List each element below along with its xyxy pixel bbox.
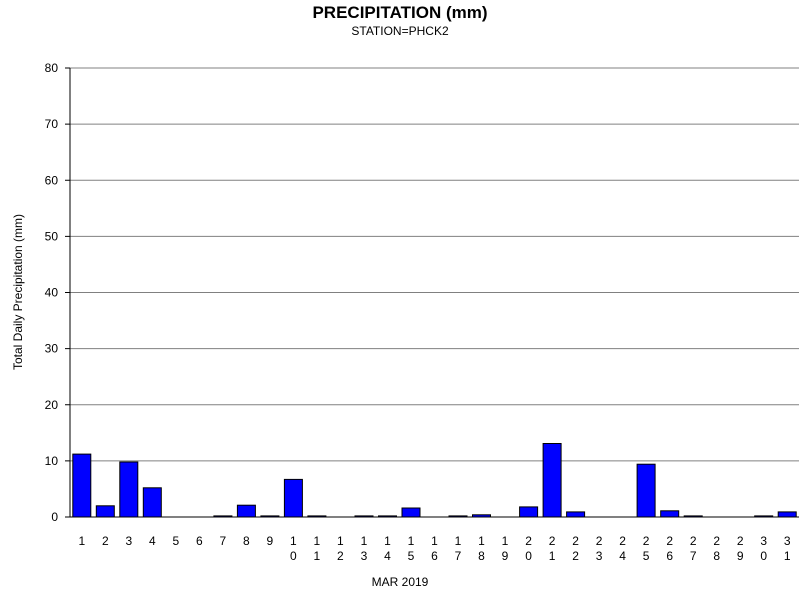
x-tick-label: 2 xyxy=(596,534,603,548)
x-tick-label: 4 xyxy=(619,549,626,563)
bar-day-20 xyxy=(519,506,539,518)
x-tick-label: 2 xyxy=(643,534,650,548)
x-tick-label: 1 xyxy=(431,534,438,548)
x-tick-label: 3 xyxy=(596,549,603,563)
x-tick-label: 0 xyxy=(525,549,532,563)
x-tick-label: 5 xyxy=(172,534,179,548)
x-tick-label: 5 xyxy=(408,549,415,563)
x-tick-label: 8 xyxy=(243,534,250,548)
y-ticks: 0 10 20 30 40 50 60 70 80 xyxy=(45,61,70,524)
x-tick-label: 3 xyxy=(125,534,132,548)
x-tick-label: 5 xyxy=(643,549,650,563)
x-tick-label: 7 xyxy=(220,534,227,548)
x-tick-label: 1 xyxy=(455,534,462,548)
bar-day-4 xyxy=(142,487,162,518)
x-axis-label: MAR 2019 xyxy=(372,575,429,589)
x-tick-label: 0 xyxy=(290,549,297,563)
x-tick-label: 2 xyxy=(102,534,109,548)
bars xyxy=(72,443,797,518)
bar-day-21 xyxy=(542,443,562,518)
x-tick-label: 6 xyxy=(431,549,438,563)
bar-day-25 xyxy=(636,463,656,518)
x-tick-label: 2 xyxy=(549,534,556,548)
chart-subtitle: STATION=PHCK2 xyxy=(351,24,449,38)
y-tick-label: 40 xyxy=(45,286,59,300)
y-tick-label: 80 xyxy=(45,61,59,75)
x-tick-label: 9 xyxy=(502,549,509,563)
x-tick-label: 1 xyxy=(408,534,415,548)
x-tick-label: 3 xyxy=(784,534,791,548)
y-axis-label: Total Daily Precipitation (mm) xyxy=(11,214,25,370)
x-tick-label: 8 xyxy=(478,549,485,563)
x-tick-label: 6 xyxy=(196,534,203,548)
x-tick-label: 8 xyxy=(713,549,720,563)
x-tick-label: 7 xyxy=(690,549,697,563)
chart-title: PRECIPITATION (mm) xyxy=(312,3,487,22)
x-tick-label: 2 xyxy=(713,534,720,548)
x-ticks: 1 2 3 4 5 6 7 8 9 1011121314151617181920212223242… xyxy=(78,534,790,563)
x-tick-label: 2 xyxy=(572,549,579,563)
x-tick-label: 4 xyxy=(384,549,391,563)
x-tick-label: 2 xyxy=(619,534,626,548)
x-tick-label: 2 xyxy=(572,534,579,548)
bar-day-31 xyxy=(777,511,797,518)
x-tick-label: 1 xyxy=(549,549,556,563)
bar-day-2 xyxy=(95,505,115,518)
x-tick-label: 6 xyxy=(666,549,673,563)
x-tick-label: 0 xyxy=(760,549,767,563)
x-tick-label: 1 xyxy=(314,534,321,548)
x-tick-label: 1 xyxy=(478,534,485,548)
bar-day-22 xyxy=(566,511,586,518)
y-tick-label: 0 xyxy=(51,510,58,524)
bar-day-1 xyxy=(72,453,92,518)
x-tick-label: 2 xyxy=(690,534,697,548)
y-tick-label: 30 xyxy=(45,342,59,356)
x-tick-label: 2 xyxy=(666,534,673,548)
x-tick-label: 1 xyxy=(78,534,85,548)
gridlines xyxy=(70,67,799,462)
x-tick-label: 2 xyxy=(525,534,532,548)
x-tick-label: 1 xyxy=(337,534,344,548)
y-tick-label: 50 xyxy=(45,229,59,243)
x-tick-label: 1 xyxy=(361,534,368,548)
bar-day-3 xyxy=(119,461,139,518)
bar-day-15 xyxy=(401,507,421,518)
x-tick-label: 4 xyxy=(149,534,156,548)
x-tick-label: 1 xyxy=(314,549,321,563)
x-tick-label: 2 xyxy=(337,549,344,563)
y-tick-label: 60 xyxy=(45,173,59,187)
x-tick-label: 1 xyxy=(384,534,391,548)
x-tick-label: 1 xyxy=(784,549,791,563)
x-tick-label: 3 xyxy=(361,549,368,563)
y-tick-label: 20 xyxy=(45,398,59,412)
x-tick-label: 1 xyxy=(502,534,509,548)
x-tick-label: 2 xyxy=(737,534,744,548)
x-tick-label: 1 xyxy=(290,534,297,548)
x-tick-label: 9 xyxy=(737,549,744,563)
x-tick-label: 3 xyxy=(760,534,767,548)
bar-day-8 xyxy=(236,504,256,518)
y-tick-label: 10 xyxy=(45,454,59,468)
x-tick-label: 9 xyxy=(267,534,274,548)
bar-day-26 xyxy=(660,510,680,518)
bar-day-10 xyxy=(283,478,303,518)
y-tick-label: 70 xyxy=(45,117,59,131)
x-tick-label: 7 xyxy=(455,549,462,563)
